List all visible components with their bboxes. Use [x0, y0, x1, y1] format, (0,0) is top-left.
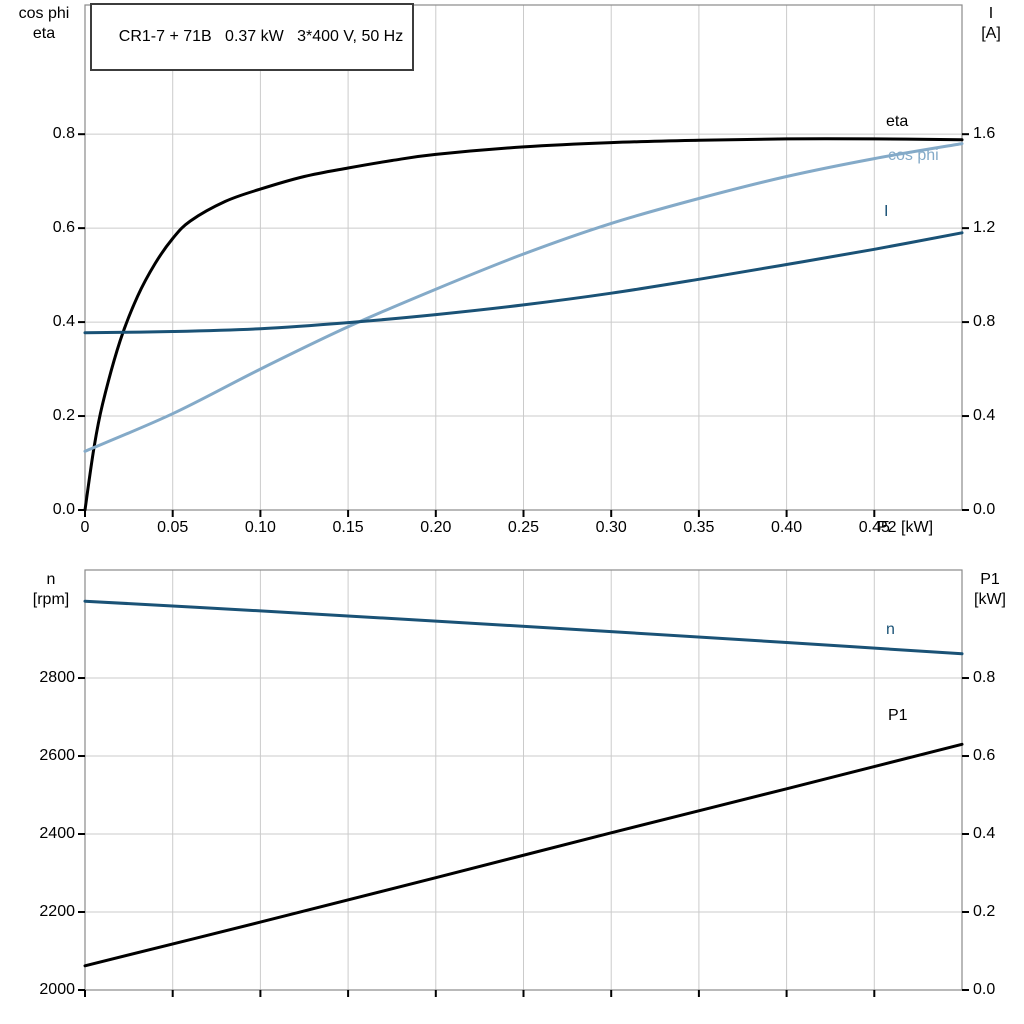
chart-title-box: CR1-7 + 71B 0.37 kW 3*400 V, 50 Hz [90, 3, 415, 71]
y-left-tick-label: 0.2 [52, 407, 75, 425]
x-tick-label: 0.40 [771, 519, 803, 536]
x-tick-label: 0.05 [157, 519, 189, 536]
axis-label-cos-phi: cos phi [18, 5, 70, 22]
y-left-tick-label: 2000 [39, 981, 75, 998]
y-right-tick-label: 0.0 [973, 981, 996, 998]
y-right-tick-label: 0.8 [973, 669, 996, 687]
axis-label-p1: P1 [980, 571, 1000, 588]
top-left-axis-label: cos phi eta [8, 4, 80, 44]
axis-label-n: n [46, 571, 56, 588]
x-tick-label: 0.25 [507, 519, 540, 536]
y-right-tick-label: 0.6 [973, 747, 996, 765]
curve-label-cos-phi: cos phi [888, 147, 939, 164]
x-tick-label: 0.20 [420, 519, 452, 536]
curve-current [83, 231, 964, 335]
y-left-tick-label: 2400 [39, 825, 75, 842]
curve-p1 [83, 742, 964, 968]
curve-label-n: n [886, 621, 895, 638]
x-tick-label: 0.10 [244, 519, 276, 536]
x-tick-label: 0.30 [595, 519, 627, 536]
curve-label-eta: eta [886, 113, 909, 130]
x-tick-label: 0.45 [858, 519, 890, 536]
y-right-tick-label: 0.2 [973, 903, 996, 920]
y-right-tick-label: 1.6 [973, 125, 996, 143]
y-left-tick-label: 0.6 [52, 219, 75, 237]
y-left-tick-label: 2800 [39, 669, 75, 687]
curve-label-p1: P1 [888, 707, 908, 724]
top-right-axis-label: I [A] [964, 4, 1018, 44]
y-left-tick-label: 0.8 [52, 125, 75, 143]
bottom-left-axis-label: n [rpm] [20, 570, 82, 610]
x-tick-label: 0.35 [683, 519, 715, 536]
axis-label-p1-unit: [kW] [974, 591, 1006, 608]
curve-cos-phi [83, 142, 964, 453]
curve-eta [83, 137, 964, 512]
x-tick-label: 0.15 [332, 519, 364, 536]
chart-title: CR1-7 + 71B 0.37 kW 3*400 V, 50 Hz [118, 28, 404, 45]
y-right-tick-label: 0.0 [973, 501, 996, 518]
curve-n [83, 599, 964, 656]
y-left-tick-label: 2200 [39, 903, 75, 920]
y-right-tick-label: 0.8 [973, 313, 996, 331]
axis-label-current: I [988, 5, 994, 22]
bottom-right-axis-label: P1 [kW] [960, 570, 1020, 610]
y-left-tick-label: 0.4 [52, 313, 75, 331]
y-right-tick-label: 1.2 [973, 219, 996, 237]
y-left-tick-label: 2600 [39, 747, 75, 765]
x-axis-label: P2 [kW] [877, 519, 934, 536]
axis-label-n-unit: [rpm] [32, 591, 70, 608]
y-left-tick-label: 0.0 [52, 501, 75, 518]
x-tick-label: 0 [80, 519, 90, 536]
curve-label-current: I [884, 203, 889, 220]
y-right-tick-label: 0.4 [973, 825, 996, 842]
axis-label-current-unit: [A] [981, 25, 1001, 42]
axis-label-eta: eta [32, 25, 56, 42]
y-right-tick-label: 0.4 [973, 407, 996, 425]
